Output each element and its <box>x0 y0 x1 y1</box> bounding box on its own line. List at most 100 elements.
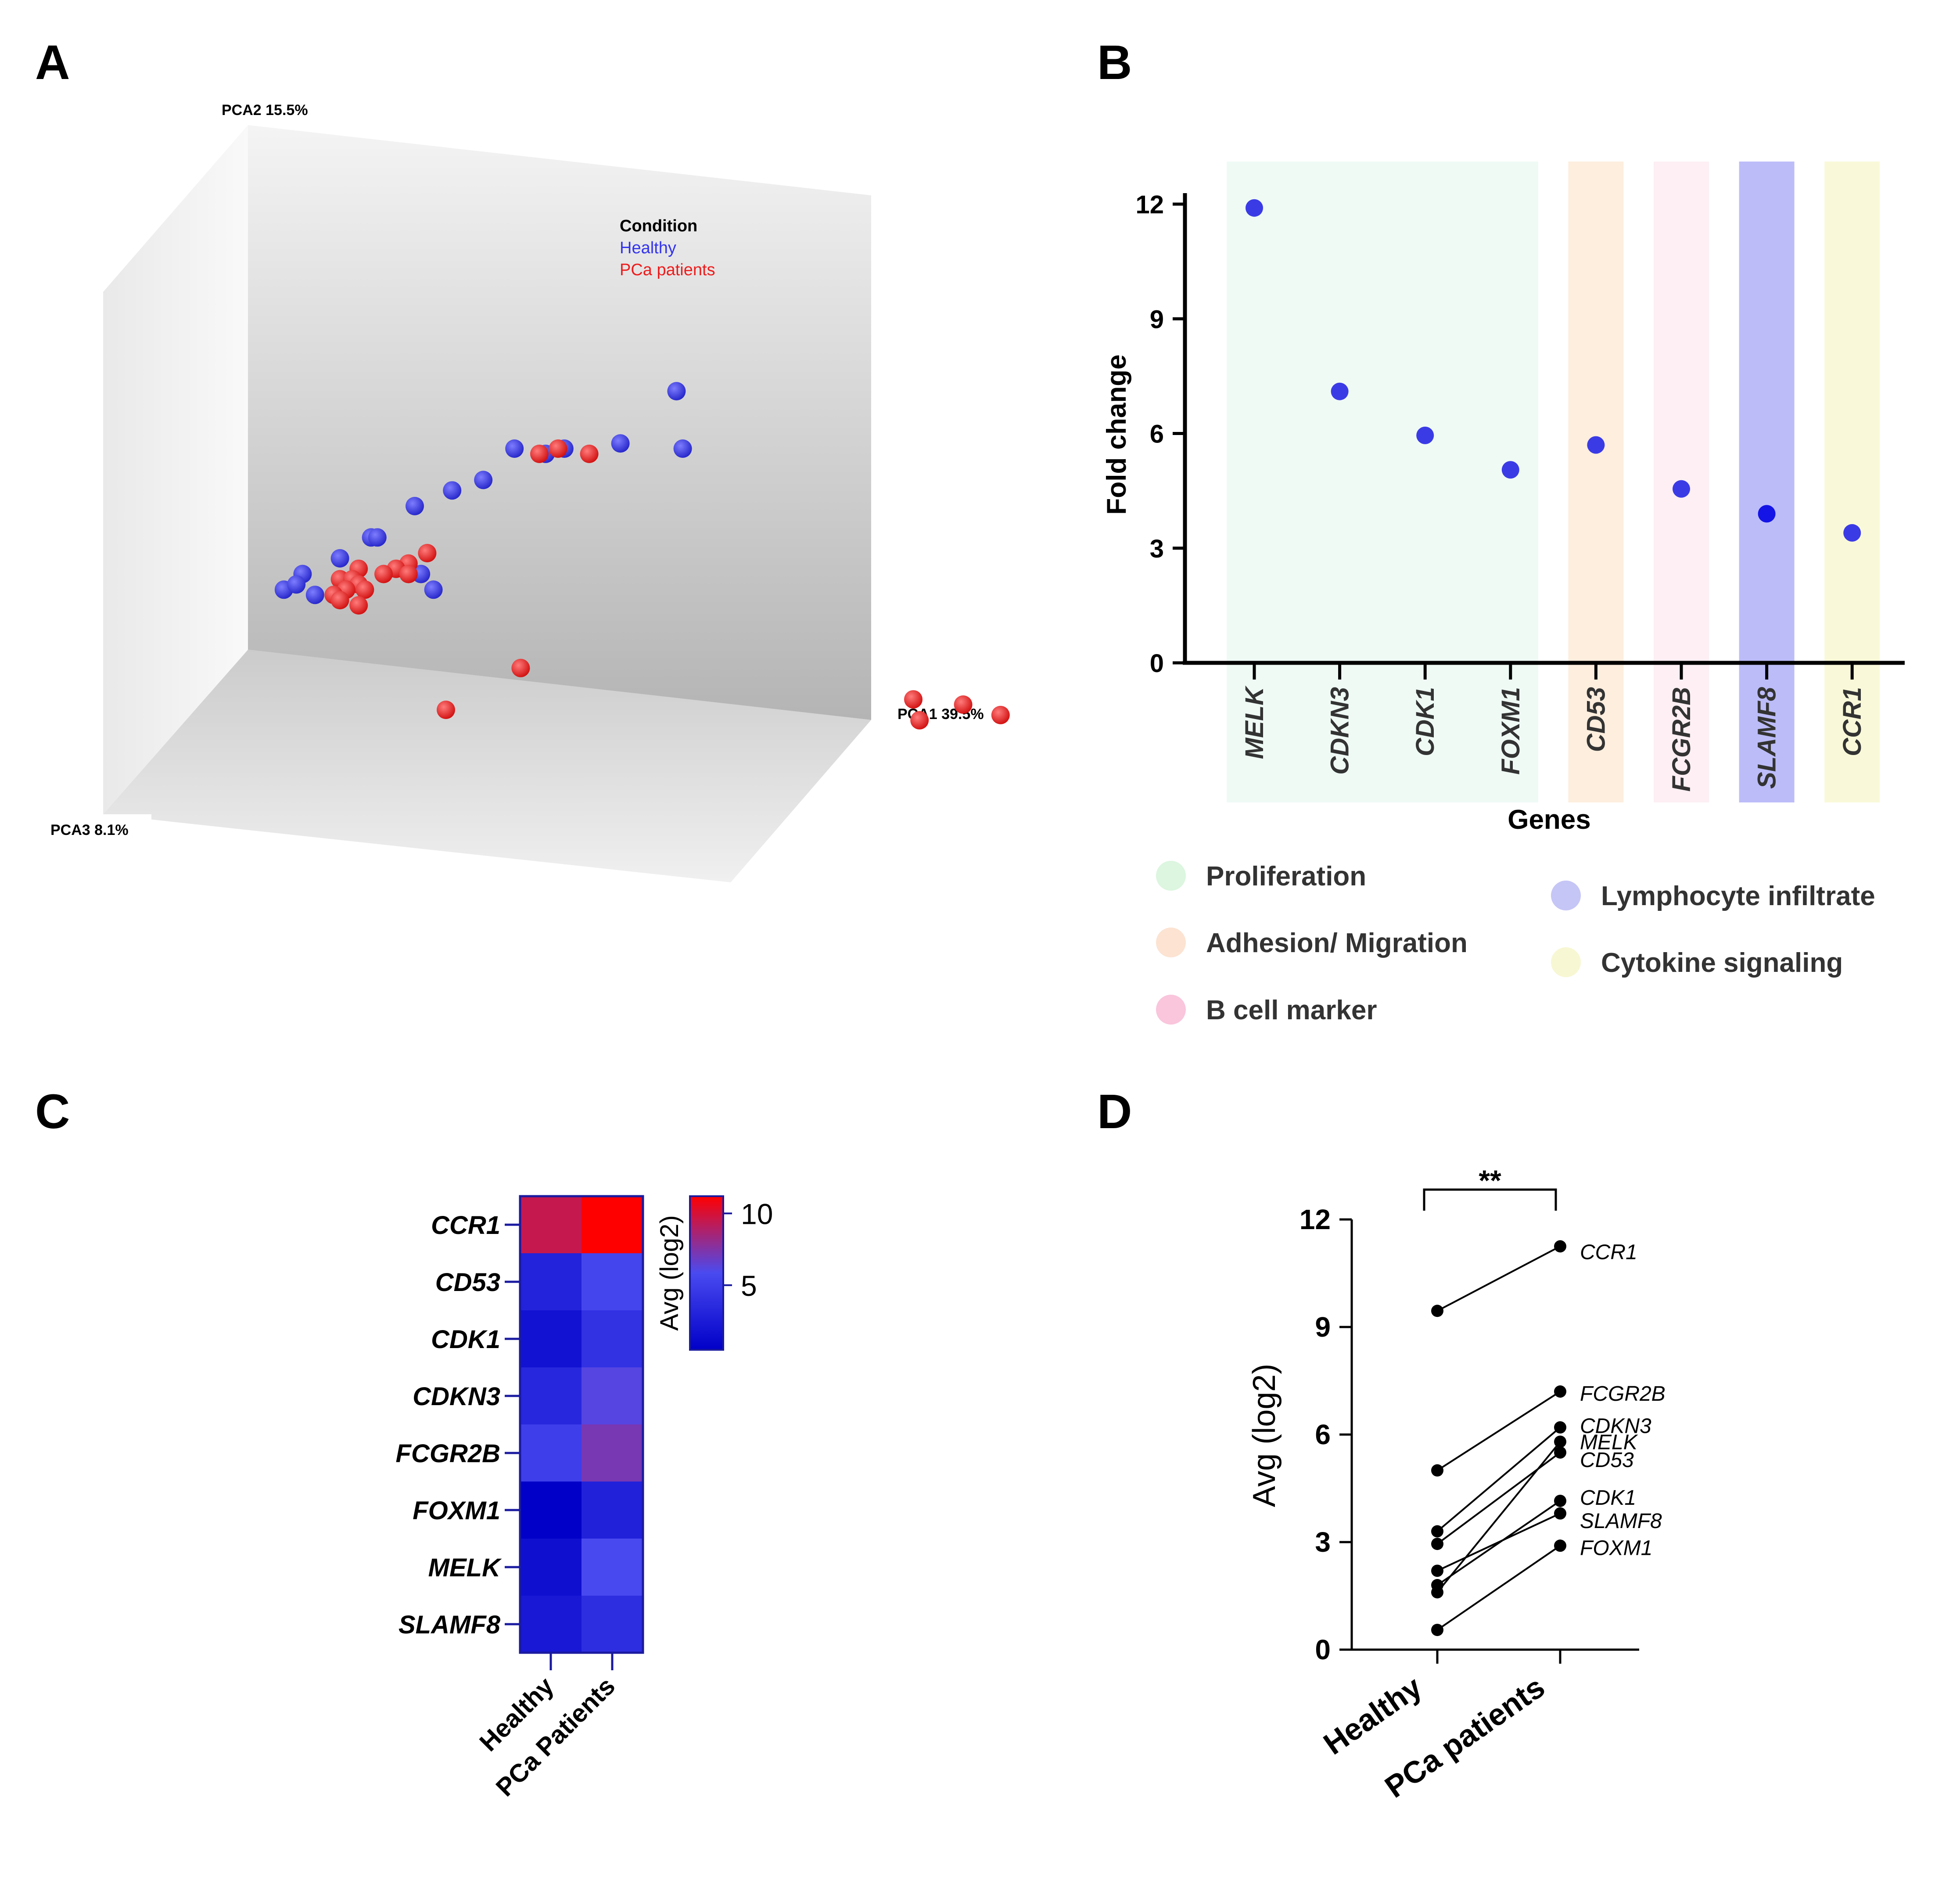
fold-change-x-tick-label-melk: MELK <box>1240 685 1269 759</box>
paired-point-healthy-foxm1 <box>1431 1624 1443 1636</box>
paired-gene-label-cd53: CD53 <box>1580 1449 1634 1472</box>
pca-legend-pca: PCa patients <box>620 261 715 279</box>
heatmap-cell-cd53-pca-patients <box>582 1253 643 1310</box>
fold-change-x-tick-label-slamf8: SLAMF8 <box>1753 687 1781 789</box>
paired-x-label-healthy: Healthy <box>1317 1669 1428 1761</box>
pca-point-pca-patients-7 <box>374 565 393 583</box>
heatmap-cell-foxm1-healthy <box>520 1482 582 1539</box>
pca-point-pca-patients-17 <box>511 658 530 677</box>
fold-change-point-melk <box>1246 199 1263 217</box>
colorbar-tick-label-5: 5 <box>741 1269 757 1302</box>
pca-point-pca-patients-21 <box>991 705 1010 724</box>
paired-line-ccr1 <box>1437 1245 1561 1312</box>
paired-point-pca-cdkn3 <box>1554 1421 1566 1434</box>
paired-line-foxm1 <box>1436 1545 1561 1631</box>
pca-point-pca-patients-13 <box>355 580 374 599</box>
panel-b-fold-change: 0 3 6 9 12 MELK CDKN3 CDK1 FOXM1 CD53 FCGR2B SLAMF… <box>1102 162 1905 1025</box>
pca-legend-healthy: Healthy <box>620 239 676 257</box>
heatmap-row-labels: CCR1 CD53 CDK1 CDKN3 FCGR2B FOXM1 MELK SLAMF8 <box>396 1211 520 1639</box>
fold-change-y-tick-label-6: 6 <box>1150 420 1164 449</box>
paired-point-healthy-slamf8 <box>1431 1564 1443 1577</box>
gene-group-legend: Proliferation Adhesion/ Migration B cell m… <box>1156 861 1875 1025</box>
panel-c-heatmap: CCR1 CD53 CDK1 CDKN3 FCGR2B FOXM1 MELK SLAMF8 H… <box>396 1195 773 1802</box>
fold-change-y-ticks: 0 3 6 9 12 <box>1135 191 1185 678</box>
pca-point-pca-patients-18 <box>437 701 455 719</box>
panel-label-a: A <box>35 36 70 90</box>
heatmap-row-label-cdkn3: CDKN3 <box>413 1382 500 1411</box>
significance-marker: ** <box>1479 1164 1501 1197</box>
pca-back-wall <box>248 125 871 720</box>
fold-change-x-label: Genes <box>1508 805 1591 835</box>
heatmap-row-label-fcgr2b: FCGR2B <box>396 1439 500 1468</box>
paired-gene-label-cdk1: CDK1 <box>1580 1486 1636 1510</box>
panel-label-c: C <box>35 1085 70 1139</box>
fold-change-y-tick-label-0: 0 <box>1150 649 1164 678</box>
pca-point-healthy-17 <box>287 575 306 594</box>
significance-bracket <box>1423 1188 1557 1211</box>
paired-gene-label-melk: MELK <box>1580 1431 1638 1454</box>
heatmap-cell-ccr1-healthy <box>520 1196 582 1253</box>
fold-change-points <box>1246 199 1861 542</box>
paired-y-tick-label-12: 12 <box>1299 1204 1331 1235</box>
fold-change-y-tick-label-9: 9 <box>1150 305 1164 334</box>
heatmap-cell-melk-pca-patients <box>582 1539 643 1596</box>
paired-line-melk <box>1436 1441 1561 1593</box>
heatmap-cell-cd53-healthy <box>520 1253 582 1310</box>
heatmap-cell-cdk1-healthy <box>520 1310 582 1367</box>
pca-label-bg <box>33 814 151 843</box>
pca-point-healthy-7 <box>443 481 462 500</box>
fold-change-y-label: Fold change <box>1102 354 1132 514</box>
paired-y-tick-label-9: 9 <box>1315 1311 1331 1343</box>
heatmap-row-label-cd53: CD53 <box>435 1268 500 1297</box>
pca-point-pca-patients-15 <box>330 591 349 610</box>
pca-point-pca-patients-3 <box>418 544 437 562</box>
band-cytokine-signaling <box>1824 162 1880 802</box>
paired-point-pca-melk <box>1554 1435 1566 1448</box>
legend-label-lymphocyte-infiltrate: Lymphocyte infiltrate <box>1601 881 1875 911</box>
heatmap-row-label-foxm1: FOXM1 <box>413 1496 500 1525</box>
heatmap-border <box>519 1195 644 1654</box>
fold-change-x-tick-label-fcgr2b: FCGR2B <box>1667 687 1696 791</box>
paired-gene-label-cdkn3: CDKN3 <box>1580 1415 1651 1438</box>
fold-change-y-tick-label-3: 3 <box>1150 535 1164 563</box>
pca-point-healthy-8 <box>406 496 424 515</box>
paired-line-fcgr2b <box>1436 1391 1561 1471</box>
pca-point-healthy-6 <box>474 471 493 489</box>
fold-change-x-tick-label-cd53: CD53 <box>1582 687 1610 752</box>
paired-point-pca-slamf8 <box>1554 1507 1566 1520</box>
heatmap-cell-cdkn3-pca-patients <box>582 1367 643 1424</box>
heatmap-cell-slamf8-pca-patients <box>582 1596 643 1653</box>
fold-change-point-cd53 <box>1587 436 1605 454</box>
legend-label-b-cell-marker: B cell marker <box>1206 995 1377 1025</box>
paired-point-healthy-cdk1 <box>1431 1579 1443 1591</box>
colorbar-ticks: 5 10 <box>723 1198 773 1302</box>
fold-change-x-tick-label-cdk1: CDK1 <box>1411 687 1439 756</box>
paired-y-ticks: 0 3 6 9 12 <box>1299 1204 1352 1665</box>
fold-change-x-tick-label-ccr1: CCR1 <box>1838 687 1867 756</box>
fold-change-point-slamf8 <box>1758 505 1776 523</box>
pca-point-healthy-1 <box>673 439 692 458</box>
fold-change-point-cdk1 <box>1416 426 1434 444</box>
heatmap-row-label-melk: MELK <box>428 1554 502 1582</box>
pca-legend-title: Condition <box>620 217 697 235</box>
pca-point-healthy-0 <box>667 382 686 401</box>
heatmap-row-label-cdk1: CDK1 <box>431 1325 500 1354</box>
heatmap-cell-slamf8-healthy <box>520 1596 582 1653</box>
paired-y-tick-label-3: 3 <box>1315 1526 1331 1558</box>
pca-point-pca-patients-1 <box>549 439 567 458</box>
pca-point-pca-patients-19 <box>904 690 923 709</box>
band-proliferation <box>1227 162 1538 802</box>
pca-floor <box>103 650 871 882</box>
paired-line-slamf8 <box>1437 1512 1561 1572</box>
fold-change-x-ticks: MELK CDKN3 CDK1 FOXM1 CD53 FCGR2B SLAMF8 CCR1 <box>1240 663 1867 791</box>
fold-change-y-tick-label-12: 12 <box>1135 191 1164 219</box>
pca-point-pca-patients-20 <box>954 695 973 714</box>
pca-points <box>274 382 1010 730</box>
legend-label-proliferation: Proliferation <box>1206 861 1366 892</box>
paired-point-pca-cd53 <box>1554 1446 1566 1459</box>
